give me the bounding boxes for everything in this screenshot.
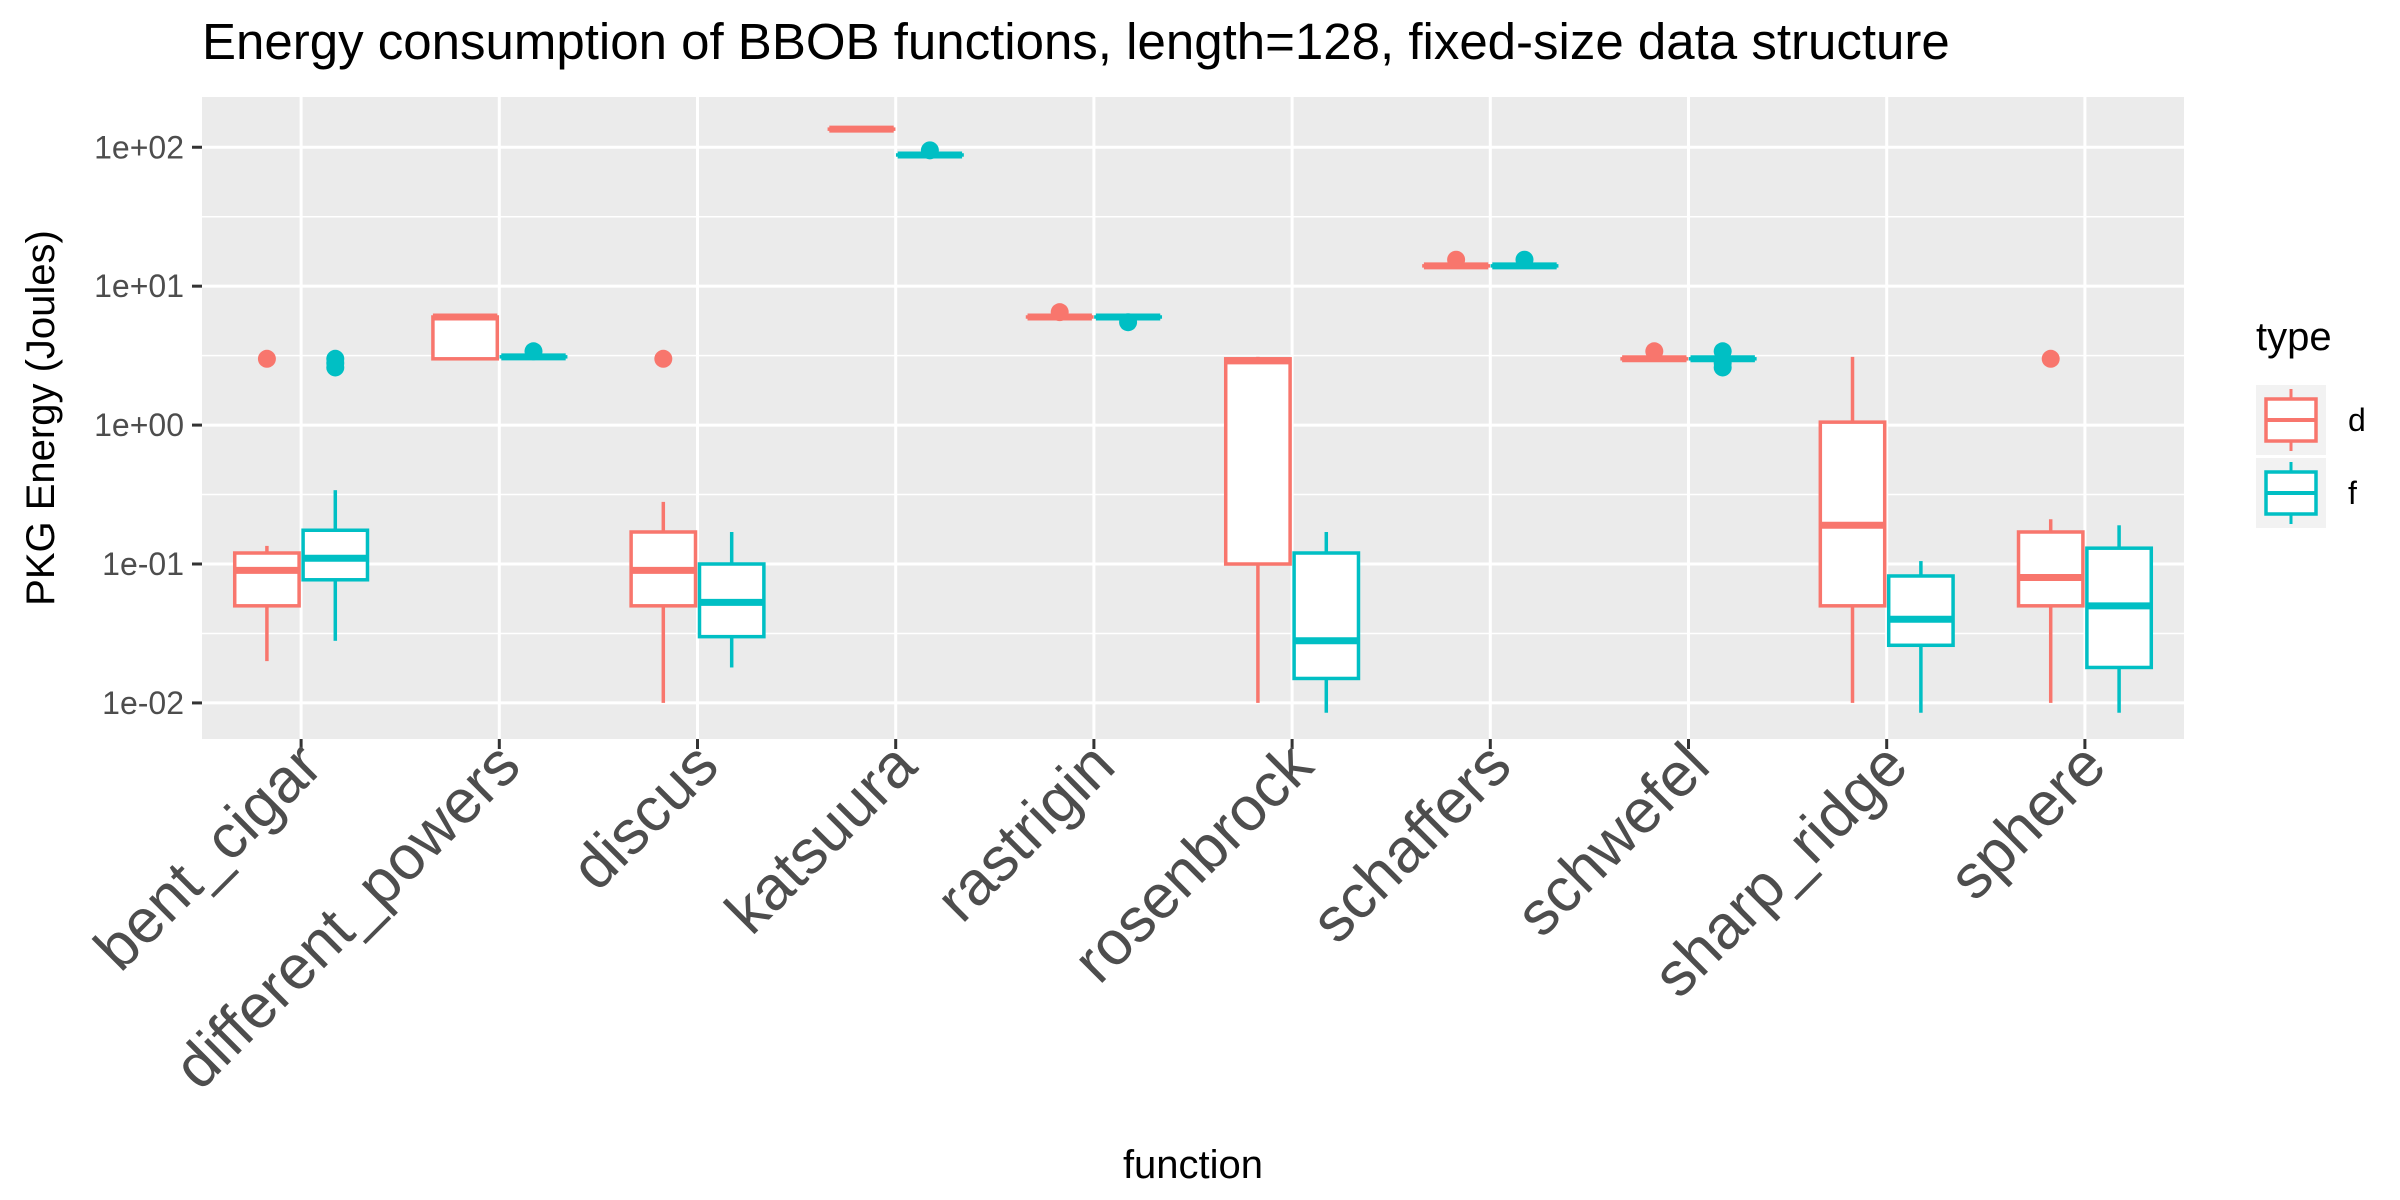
y-tick-label: 1e+02 — [94, 129, 184, 165]
box-f-discus — [697, 531, 766, 668]
legend-key-d — [2256, 385, 2326, 455]
box-d-sphere — [2016, 349, 2085, 703]
outlier-point — [2041, 349, 2060, 368]
box-d-sharp_ridge — [1818, 356, 1887, 703]
legend-label-d: d — [2348, 402, 2366, 438]
x-tick-label: different_powers — [161, 730, 533, 1102]
legend-title: type — [2256, 315, 2332, 359]
box-body — [2016, 530, 2085, 608]
box-body — [431, 315, 500, 361]
y-tick-label: 1e-02 — [102, 685, 184, 721]
box-d-schaffers — [1422, 250, 1491, 270]
outlier-point — [1119, 313, 1138, 332]
outlier-point — [326, 349, 345, 368]
box-d-schwefel — [1620, 342, 1689, 363]
outlier-point — [1645, 342, 1664, 361]
x-tick-label: rastrigin — [923, 730, 1128, 935]
box-f-sphere — [2085, 525, 2154, 713]
box-d-rosenbrock — [1223, 356, 1292, 703]
box-f-katsuura — [895, 141, 964, 160]
legend: type d f — [2256, 315, 2366, 528]
box-body — [1818, 420, 1887, 608]
outlier-point — [1515, 250, 1534, 269]
box-d-discus — [629, 349, 698, 703]
chart-title: Energy consumption of BBOB functions, le… — [202, 13, 1950, 70]
outlier-point — [257, 349, 276, 368]
x-tick-label: sphere — [1936, 730, 2119, 913]
box-d-different_powers — [431, 313, 500, 361]
outlier-point — [524, 342, 543, 361]
outlier-point — [1050, 303, 1069, 322]
box-f-rosenbrock — [1292, 531, 1361, 713]
outlier-point — [1447, 250, 1466, 269]
x-tick-label: discus — [558, 730, 731, 903]
box-body — [232, 551, 301, 608]
box-f-different_powers — [499, 342, 568, 361]
y-tick-label: 1e+01 — [94, 268, 184, 304]
box-f-sharp_ridge — [1886, 561, 1955, 713]
x-tick-label: schaffers — [1298, 730, 1524, 956]
box-f-rastrigin — [1094, 313, 1163, 332]
box-f-schwefel — [1688, 342, 1757, 377]
legend-label-f: f — [2348, 475, 2357, 511]
x-tick-label: katsuura — [713, 730, 930, 947]
outlier-point — [1713, 342, 1732, 361]
box-body — [1223, 357, 1292, 566]
y-tick-label: 1e+00 — [94, 407, 184, 443]
box-d-rastrigin — [1025, 303, 1094, 322]
x-axis-title: function — [1123, 1143, 1263, 1187]
box-series — [232, 125, 2154, 713]
outlier-point — [920, 141, 939, 160]
y-axis: 1e-02 1e-01 1e+00 1e+01 1e+02 — [94, 129, 202, 721]
box-f-bent_cigar — [301, 349, 370, 641]
box-body — [1886, 574, 1955, 648]
box-body — [1292, 551, 1361, 681]
box-f-schaffers — [1490, 250, 1559, 270]
box-d-bent_cigar — [232, 349, 301, 662]
legend-key-f — [2256, 458, 2326, 528]
y-axis-title: PKG Energy (Joules) — [19, 230, 63, 606]
y-tick-label: 1e-01 — [102, 546, 184, 582]
outlier-point — [654, 349, 673, 368]
